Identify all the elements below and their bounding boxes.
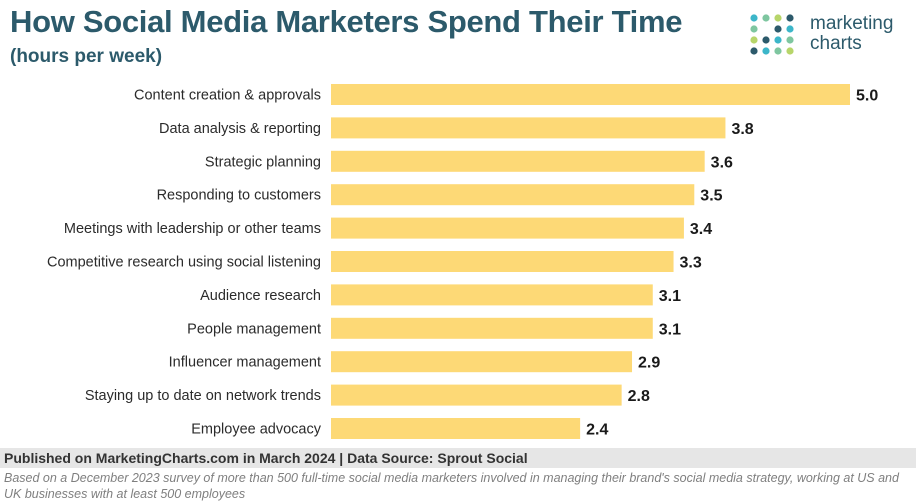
value-label: 3.1 [659,288,681,305]
logo-dot [786,47,794,55]
logo-dot [774,14,782,22]
logo-dot [750,47,758,55]
category-label: Audience research [200,288,321,304]
value-label: 3.4 [690,221,712,238]
category-label: People management [187,321,321,337]
logo-dot [750,14,758,22]
category-label: Data analysis & reporting [159,121,321,137]
logo-text-line2: charts [810,33,862,54]
category-label: Responding to customers [157,188,321,204]
logo-text: marketing charts [810,14,893,54]
bar [331,150,705,172]
logo-dot [786,14,794,22]
value-label: 3.5 [700,188,722,205]
bar [331,317,653,339]
category-label: Influencer management [169,355,321,371]
category-label: Competitive research using social listen… [47,255,321,271]
category-label: Employee advocacy [191,422,322,438]
logo-dot [750,25,758,33]
bar [331,184,695,206]
logo-dot [774,47,782,55]
logo-dot [786,25,794,33]
logo-dot [762,47,770,55]
logo-dots-icon [750,14,794,55]
footer-published: Published on MarketingCharts.com in Marc… [4,450,528,466]
bar [331,351,633,373]
value-label: 3.1 [659,321,681,338]
marketingcharts-logo: marketing charts [748,12,908,58]
category-label: Meetings with leadership or other teams [64,221,321,237]
footer-note: Based on a December 2023 survey of more … [4,471,899,501]
value-label: 2.8 [628,388,650,405]
bar [331,217,684,239]
value-label: 3.3 [680,255,702,272]
footer-bar [0,448,916,468]
bar [331,251,674,272]
bar [331,418,581,439]
chart-title: How Social Media Marketers Spend Their T… [10,4,683,39]
logo-dot [786,36,794,44]
value-label: 2.9 [638,355,660,372]
category-label: Staying up to date on network trends [85,388,321,404]
value-label: 5.0 [856,88,878,105]
value-label: 3.6 [711,154,733,171]
logo-dot [762,14,770,22]
bar [331,284,653,306]
value-label: 3.8 [731,121,753,138]
logo-dot [774,36,782,44]
bar [331,117,726,139]
value-label: 2.4 [586,422,608,439]
bar [331,84,850,105]
logo-dot [762,36,770,44]
logo-dot [774,25,782,33]
category-label: Strategic planning [205,154,321,170]
category-label: Content creation & approvals [134,88,321,104]
logo-dot [750,36,758,44]
bar [331,384,622,406]
bar-chart: Content creation & approvals 5.0 Data anal… [47,84,878,439]
logo-text-line1: marketing [810,13,894,34]
chart-subtitle: (hours per week) [10,46,163,67]
